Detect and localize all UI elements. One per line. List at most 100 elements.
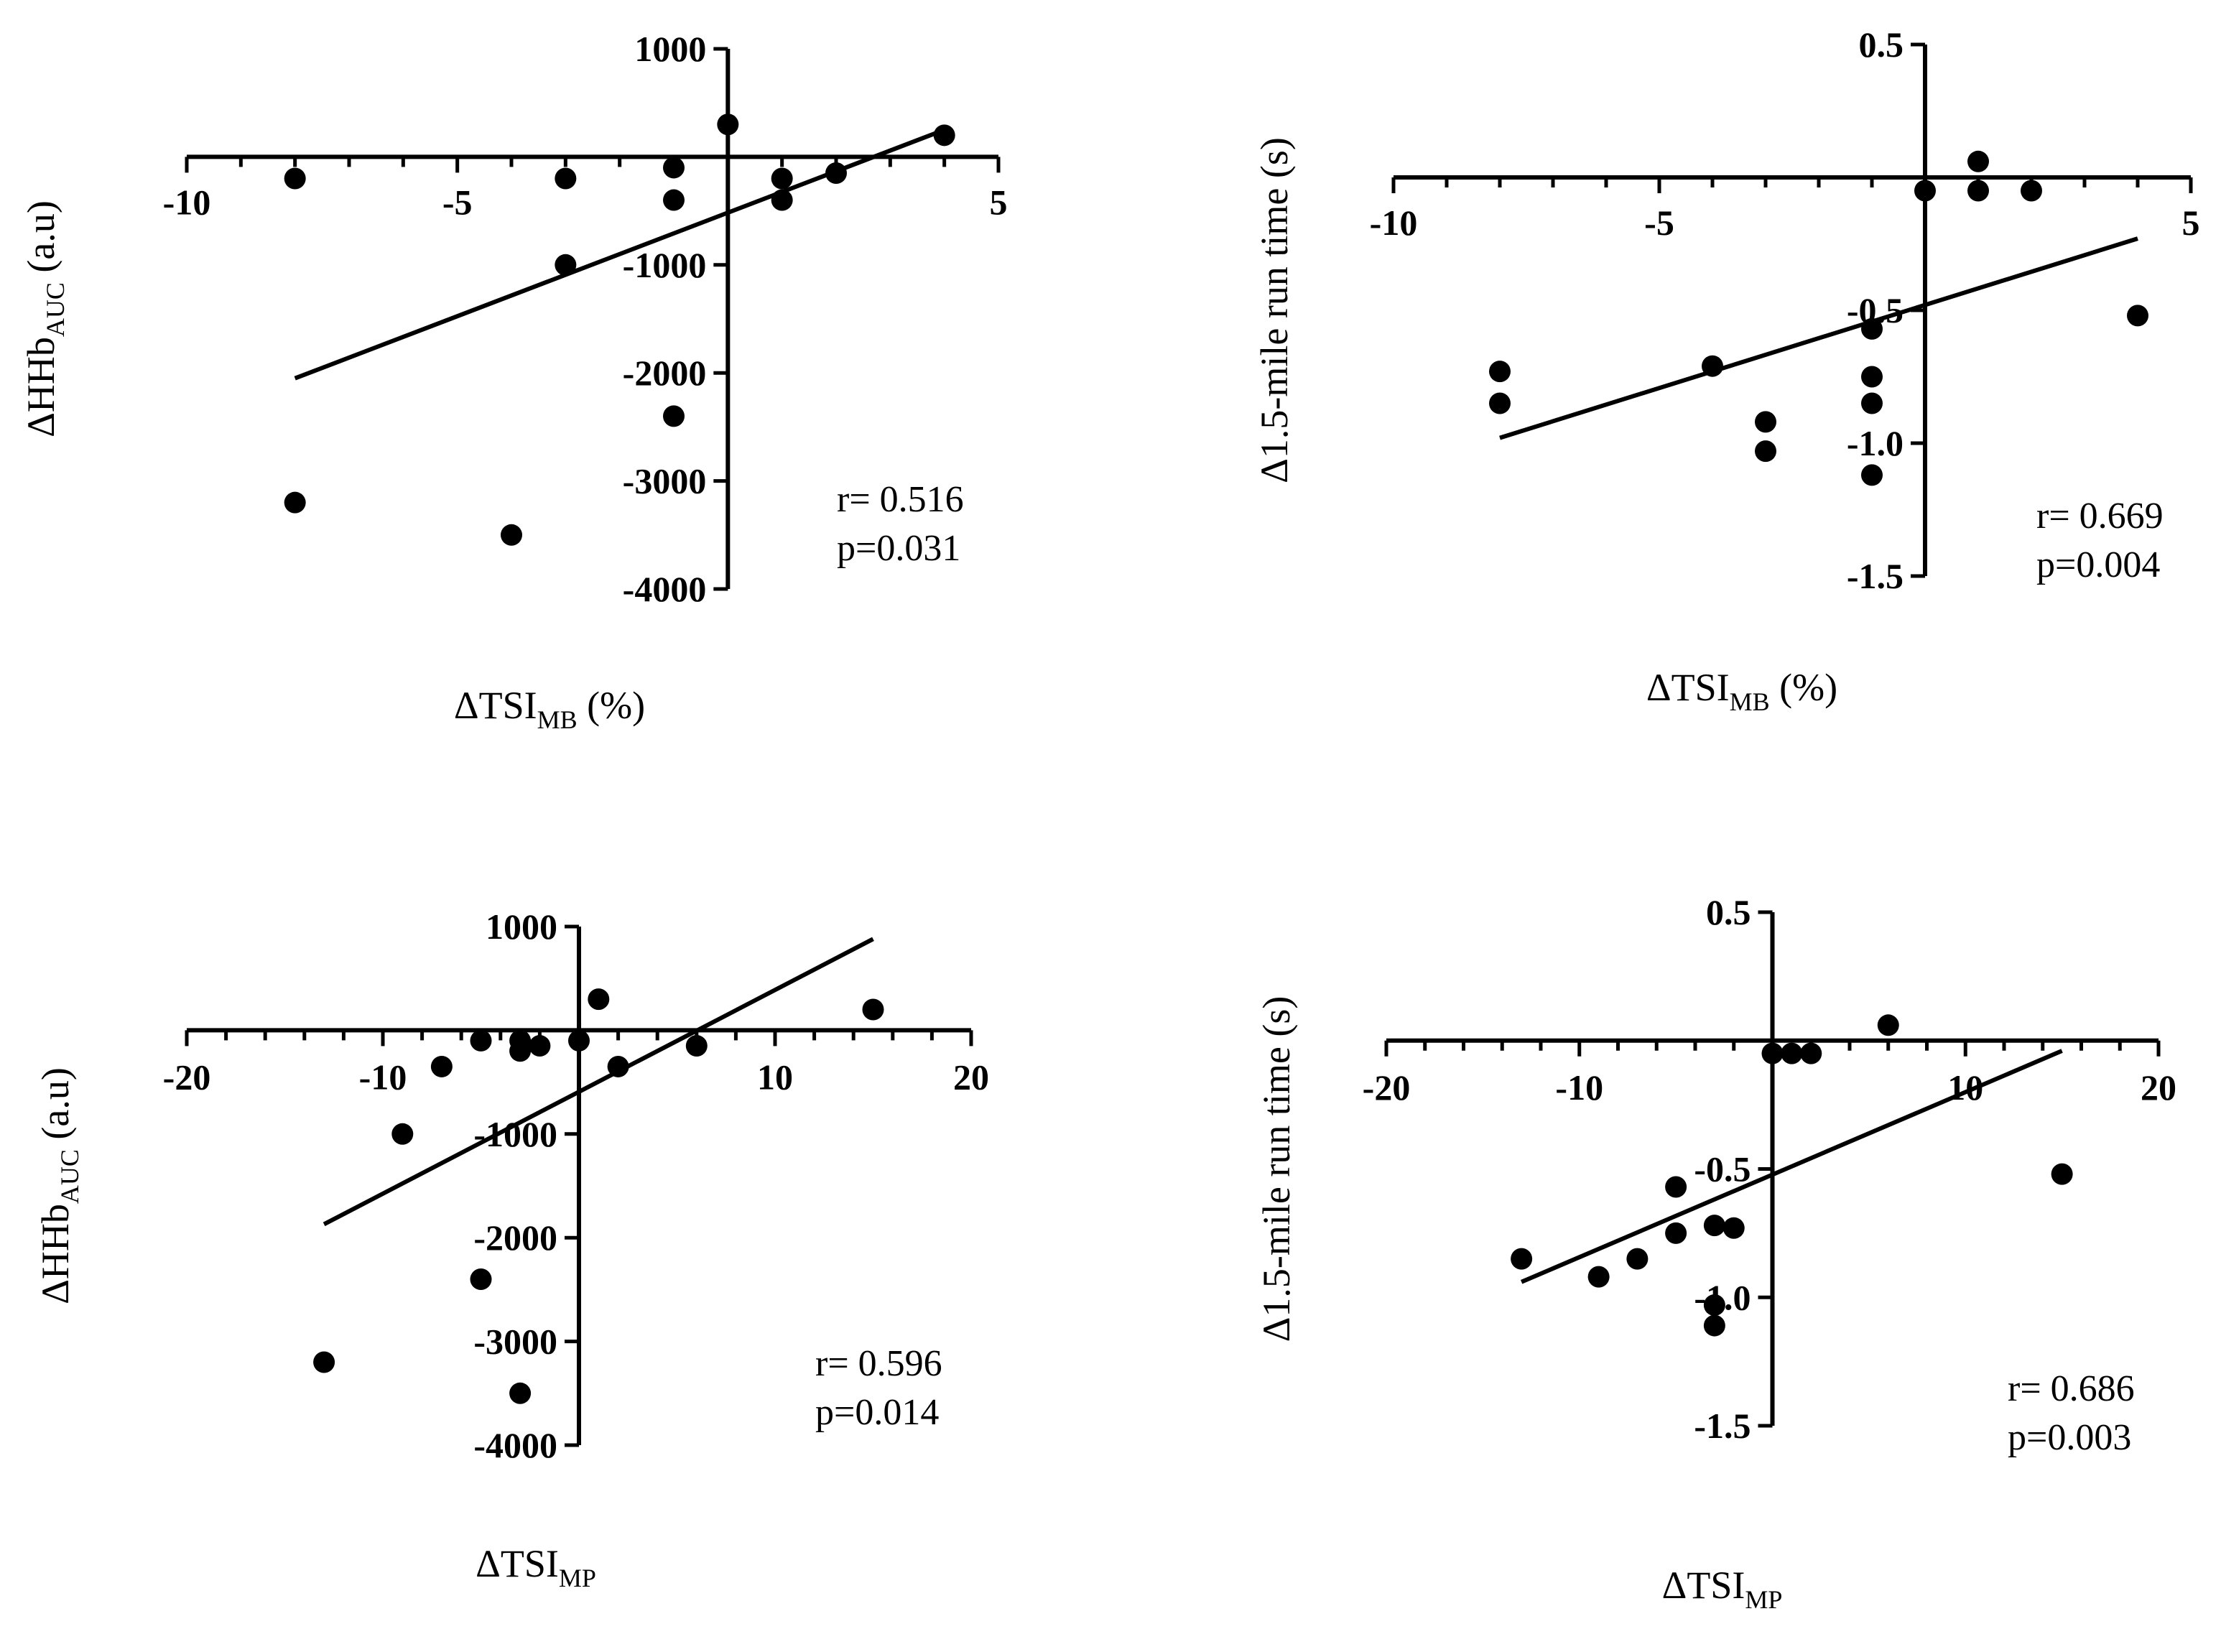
r-value-label: r= 0.596 <box>815 1343 942 1384</box>
x-axis-title: ΔTSIMP <box>476 1542 596 1592</box>
data-point-3 <box>555 254 577 276</box>
x-tick-label-neg5: -5 <box>442 182 473 222</box>
data-point-4 <box>470 1268 492 1290</box>
y-tick-label-neg4000: -4000 <box>623 569 707 609</box>
data-point-2 <box>1702 355 1723 377</box>
data-point-2 <box>555 167 577 190</box>
x-tick-label-neg10: -10 <box>163 182 211 222</box>
data-point-6 <box>1861 366 1883 388</box>
x-axis-title: ΔTSIMB (%) <box>1646 666 1837 716</box>
data-point-9 <box>771 167 793 190</box>
data-point-13 <box>862 998 884 1021</box>
r-value-label: r= 0.686 <box>2008 1368 2135 1409</box>
data-point-1 <box>1587 1266 1610 1288</box>
y-tick-label-neg1000: -1000 <box>623 245 707 285</box>
x-tick-label-20: 20 <box>2141 1067 2176 1108</box>
x-axis-title: ΔTSIMP <box>1662 1564 1783 1614</box>
data-point-5 <box>1703 1215 1725 1237</box>
data-point-11 <box>607 1055 629 1077</box>
r-value-label: r= 0.516 <box>837 479 964 520</box>
y-tick-label-0p5: 0.5 <box>1706 892 1751 932</box>
p-value-label: p=0.031 <box>837 528 960 569</box>
p-value-label: p=0.004 <box>2036 544 2160 585</box>
data-point-7 <box>663 405 685 427</box>
data-point-7 <box>1861 392 1883 414</box>
data-point-8 <box>717 113 739 136</box>
data-point-3 <box>470 1029 492 1052</box>
p-value-label: p=0.014 <box>815 1392 939 1433</box>
data-point-13 <box>2127 305 2148 327</box>
y-tick-label-1000: 1000 <box>486 906 557 947</box>
y-tick-label-neg2000: -2000 <box>473 1217 557 1258</box>
y-tick-label-neg3000: -3000 <box>473 1322 557 1362</box>
data-point-3 <box>1755 411 1776 433</box>
x-tick-label-5: 5 <box>990 182 1008 222</box>
data-point-9 <box>1914 180 1936 202</box>
data-point-11 <box>1800 1042 1822 1064</box>
panel-runtime-vs-tsi-mb: -10 -5 50.5-0.5-1.0-1.5r= 0.669p=0.004ΔTSI… <box>1253 24 2200 716</box>
data-point-4 <box>1665 1222 1687 1244</box>
data-point-10 <box>588 988 610 1011</box>
y-tick-label-neg1: -1.0 <box>1847 423 1904 463</box>
p-value-label: p=0.003 <box>2008 1417 2131 1458</box>
data-point-8 <box>1722 1217 1745 1239</box>
data-point-12 <box>1877 1014 1899 1036</box>
y-tick-label-neg2000: -2000 <box>623 353 707 393</box>
data-point-10 <box>771 189 793 211</box>
x-axis-title: ΔTSIMB (%) <box>454 684 645 734</box>
data-point-0 <box>1489 361 1511 383</box>
y-tick-label-neg0p5: -0.5 <box>1694 1149 1751 1189</box>
x-tick-label-neg20: -20 <box>1363 1067 1411 1108</box>
data-point-1 <box>284 491 306 514</box>
data-point-1 <box>391 1123 414 1145</box>
data-point-5 <box>663 157 685 179</box>
y-axis-title: Δ1.5-mile run time (s) <box>1253 137 1296 483</box>
x-tick-label-5: 5 <box>2182 203 2200 243</box>
y-tick-label-0p5: 0.5 <box>1859 24 1904 65</box>
data-point-6 <box>663 189 685 211</box>
data-point-10 <box>1967 150 1989 172</box>
regression-line <box>1520 1049 2063 1284</box>
y-tick-label-neg1p5: -1.5 <box>1847 556 1904 596</box>
x-tick-label-10: 10 <box>757 1057 793 1097</box>
data-point-3 <box>1665 1176 1687 1198</box>
y-tick-label-neg3000: -3000 <box>623 461 707 501</box>
data-point-1 <box>1489 392 1511 414</box>
panel-hhb-vs-tsi-mb: -10 -5 5 1000 -1000 -2000 -3000 -4000 r= 0.516 p=… <box>19 29 1008 734</box>
data-point-2 <box>430 1055 453 1077</box>
y-axis-title: ΔHHbAUC (a.u) <box>19 200 70 437</box>
data-point-2 <box>1626 1248 1649 1270</box>
regression-line <box>323 937 874 1227</box>
data-point-9 <box>568 1029 590 1052</box>
data-point-7 <box>509 1382 532 1404</box>
data-point-6 <box>509 1040 532 1062</box>
y-tick-label-neg4000: -4000 <box>473 1425 557 1465</box>
data-point-13 <box>2051 1163 2073 1185</box>
panel-runtime-vs-tsi-mp: -20 -10 10 200.5-0.5-1.0-1.5r= 0.686p=0.003… <box>1255 892 2176 1614</box>
data-point-8 <box>1861 464 1883 486</box>
regression-line <box>294 127 945 381</box>
y-axis-title: ΔHHbAUC (a.u) <box>34 1067 84 1304</box>
data-point-9 <box>1761 1042 1784 1064</box>
data-point-11 <box>825 162 847 184</box>
data-point-4 <box>1755 440 1776 463</box>
panel-hhb-vs-tsi-mp: -20 -10 10 20 1000 -1000 -2000 -3000 -4000 r= 0.5… <box>34 906 989 1592</box>
data-point-4 <box>501 524 522 546</box>
data-point-12 <box>2021 180 2042 202</box>
regression-line <box>1499 236 2138 440</box>
y-tick-label-neg1p5: -1.5 <box>1694 1406 1751 1446</box>
data-point-5 <box>1861 317 1883 340</box>
data-point-7 <box>1703 1314 1725 1337</box>
x-tick-label-neg10: -10 <box>1370 203 1418 243</box>
data-point-12 <box>933 124 955 147</box>
r-value-label: r= 0.669 <box>2036 496 2164 537</box>
data-point-6 <box>1703 1294 1725 1316</box>
y-tick-label-1000: 1000 <box>634 29 706 69</box>
x-tick-label-20: 20 <box>953 1057 989 1097</box>
data-point-0 <box>313 1351 335 1373</box>
data-point-0 <box>284 167 306 190</box>
x-tick-label-neg20: -20 <box>163 1057 211 1097</box>
data-point-12 <box>685 1035 708 1057</box>
data-point-0 <box>1511 1248 1533 1270</box>
